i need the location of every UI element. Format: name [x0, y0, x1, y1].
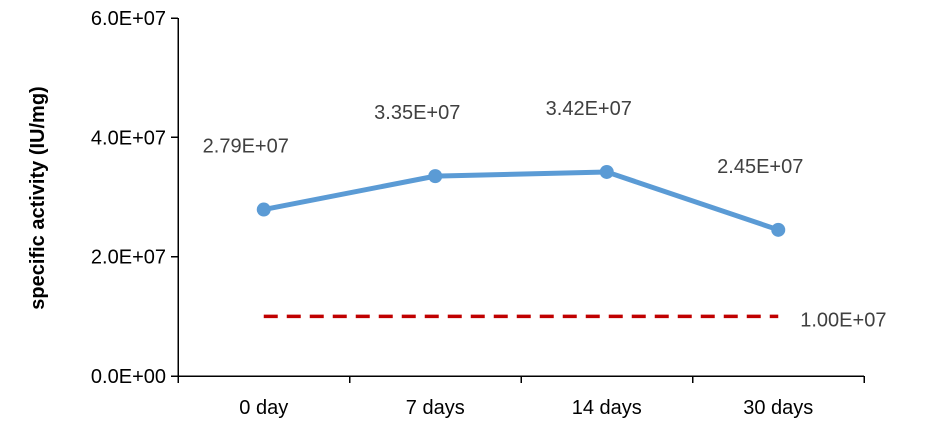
data-label: 3.35E+07 [374, 102, 460, 124]
y-tick-label: 6.0E+07 [91, 8, 166, 30]
data-label: 2.45E+07 [717, 156, 803, 178]
y-axis-title: specific activity (IU/mg) [27, 86, 49, 309]
data-point [256, 202, 271, 217]
reference-line-label: 1.00E+07 [800, 309, 886, 331]
data-point [599, 164, 614, 179]
y-tick-label: 0.0E+00 [91, 366, 166, 388]
data-label: 2.79E+07 [203, 136, 289, 158]
x-tick-label: 14 days [572, 397, 642, 419]
data-point [428, 169, 443, 184]
y-tick-label: 2.0E+07 [91, 247, 166, 269]
x-tick-label: 30 days [743, 397, 813, 419]
data-point [771, 222, 786, 237]
y-tick-label: 4.0E+07 [91, 127, 166, 149]
series-line [261, 169, 781, 233]
x-tick-label: 7 days [406, 397, 465, 419]
x-tick-label: 0 day [239, 397, 288, 419]
data-label: 3.42E+07 [546, 98, 632, 120]
